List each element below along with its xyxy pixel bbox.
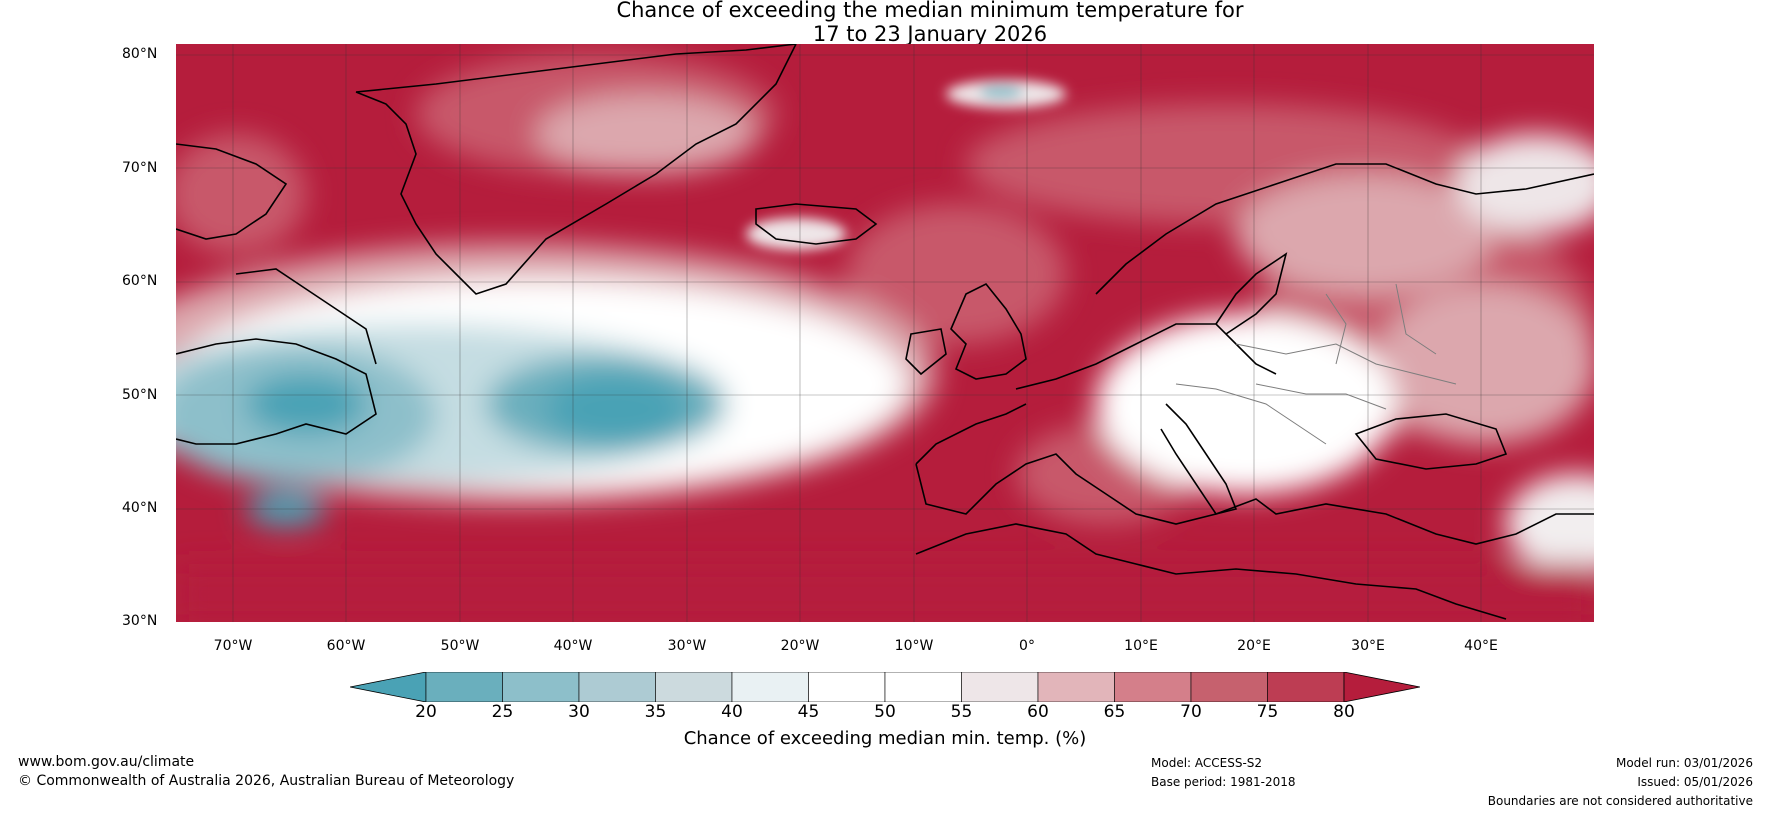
colorbar-segment bbox=[1267, 672, 1345, 702]
colorbar-segment bbox=[578, 672, 656, 702]
colorbar-tick-label: 45 bbox=[797, 702, 820, 722]
europe-coast bbox=[915, 323, 1594, 545]
lon-label-20w: 20°W bbox=[780, 638, 820, 654]
colorbar-low-extend bbox=[350, 672, 427, 702]
colorbar-tick-label: 70 bbox=[1180, 702, 1202, 722]
warm-low-patch bbox=[1236, 174, 1496, 294]
africa-coast bbox=[915, 523, 1507, 620]
colorbar-tick-label: 35 bbox=[644, 702, 667, 722]
colorbar-tick-label: 25 bbox=[491, 702, 514, 722]
lon-label-20e: 20°E bbox=[1237, 638, 1271, 654]
ireland-coast bbox=[905, 328, 947, 376]
cool-core bbox=[246, 374, 366, 434]
probability-map bbox=[176, 44, 1594, 622]
lon-label-40w: 40°W bbox=[553, 638, 593, 654]
issued-date: Issued: 05/01/2026 bbox=[1637, 775, 1753, 789]
lon-label-10e: 10°E bbox=[1124, 638, 1158, 654]
iceland-coast bbox=[755, 203, 878, 245]
uk-coast bbox=[950, 282, 1027, 380]
lat-label-30n: 30°N bbox=[122, 613, 158, 629]
lon-label-0: 0° bbox=[1019, 638, 1035, 654]
colorbar-tick-label: 60 bbox=[1027, 702, 1049, 722]
warm-mid-patch bbox=[176, 134, 306, 254]
labrador-coast bbox=[235, 268, 377, 365]
warm-low-patch bbox=[746, 218, 846, 250]
neutral-band bbox=[1096, 314, 1396, 494]
colorbar-label: Chance of exceeding median min. temp. (%… bbox=[683, 728, 1087, 749]
base-period: Base period: 1981-2018 bbox=[1151, 775, 1296, 789]
black-sea-coast bbox=[1354, 413, 1508, 470]
website-link[interactable]: www.bom.gov.au/climate bbox=[18, 754, 195, 770]
lon-label-60w: 60°W bbox=[326, 638, 366, 654]
greenland-coast bbox=[355, 44, 797, 295]
warm-low-patch bbox=[1376, 284, 1594, 444]
lon-label-50w: 50°W bbox=[440, 638, 480, 654]
colorbar-tick-label: 65 bbox=[1103, 702, 1126, 722]
colorbar-tick-label: 20 bbox=[415, 702, 437, 722]
colorbar-segment bbox=[1114, 672, 1192, 702]
boundary-disclaimer: Boundaries are not considered authoritat… bbox=[1487, 794, 1753, 808]
lat-label-70n: 70°N bbox=[122, 160, 158, 176]
colorbar-segment bbox=[425, 672, 503, 702]
lat-label-80n: 80°N bbox=[122, 46, 158, 62]
cool-core bbox=[546, 374, 686, 444]
colorbar-segment bbox=[884, 672, 962, 702]
lon-label-30w: 30°W bbox=[667, 638, 707, 654]
copyright: © Commonwealth of Australia 2026, Austra… bbox=[18, 773, 515, 789]
colorbar-segment bbox=[502, 672, 580, 702]
colorbar-segment bbox=[808, 672, 886, 702]
lon-label-40e: 40°E bbox=[1464, 638, 1498, 654]
model-name: Model: ACCESS-S2 bbox=[1151, 756, 1263, 770]
colorbar-tick-label: 55 bbox=[950, 702, 973, 722]
lat-label-60n: 60°N bbox=[122, 273, 158, 289]
colorbar-tick-label: 75 bbox=[1256, 702, 1279, 722]
scandinavia-coast bbox=[1095, 163, 1594, 335]
borders bbox=[1175, 283, 1457, 445]
chart-title: Chance of exceeding the median minimum t… bbox=[0, 0, 1770, 46]
model-run: Model run: 03/01/2026 bbox=[1615, 756, 1753, 770]
colorbar-high-extend bbox=[1343, 672, 1420, 702]
colorbar-segment bbox=[1190, 672, 1268, 702]
lat-label-40n: 40°N bbox=[122, 500, 158, 516]
warm-low-patch bbox=[536, 94, 756, 174]
neutral-band bbox=[1506, 474, 1594, 574]
graticule bbox=[176, 44, 1594, 622]
warm-mid-patch bbox=[846, 204, 1066, 344]
colorbar-tick-label: 30 bbox=[568, 702, 590, 722]
colorbar-segment bbox=[655, 672, 733, 702]
warm-south bbox=[176, 564, 1594, 622]
lon-label-70w: 70°W bbox=[213, 638, 253, 654]
lon-label-30e: 30°E bbox=[1351, 638, 1385, 654]
colorbar-tick-label: 50 bbox=[874, 702, 896, 722]
coastlines bbox=[176, 44, 1594, 620]
cool-spot bbox=[979, 85, 1023, 99]
italy-coast bbox=[1160, 403, 1238, 515]
colorbar-tick-label: 80 bbox=[1333, 702, 1355, 722]
warm-low-patch bbox=[1456, 134, 1594, 234]
title-line-1: Chance of exceeding the median minimum t… bbox=[616, 0, 1244, 22]
north-america-coast bbox=[176, 338, 377, 445]
colorbar-tick-label: 40 bbox=[721, 702, 743, 722]
colorbar-segment bbox=[1037, 672, 1115, 702]
colorbar bbox=[350, 672, 1420, 702]
lon-label-10w: 10°W bbox=[894, 638, 934, 654]
colorbar-segment bbox=[961, 672, 1039, 702]
colorbar-segment bbox=[731, 672, 809, 702]
lat-label-50n: 50°N bbox=[122, 387, 158, 403]
baffin-coast bbox=[176, 143, 288, 240]
title-line-2: 17 to 23 January 2026 bbox=[812, 22, 1048, 46]
